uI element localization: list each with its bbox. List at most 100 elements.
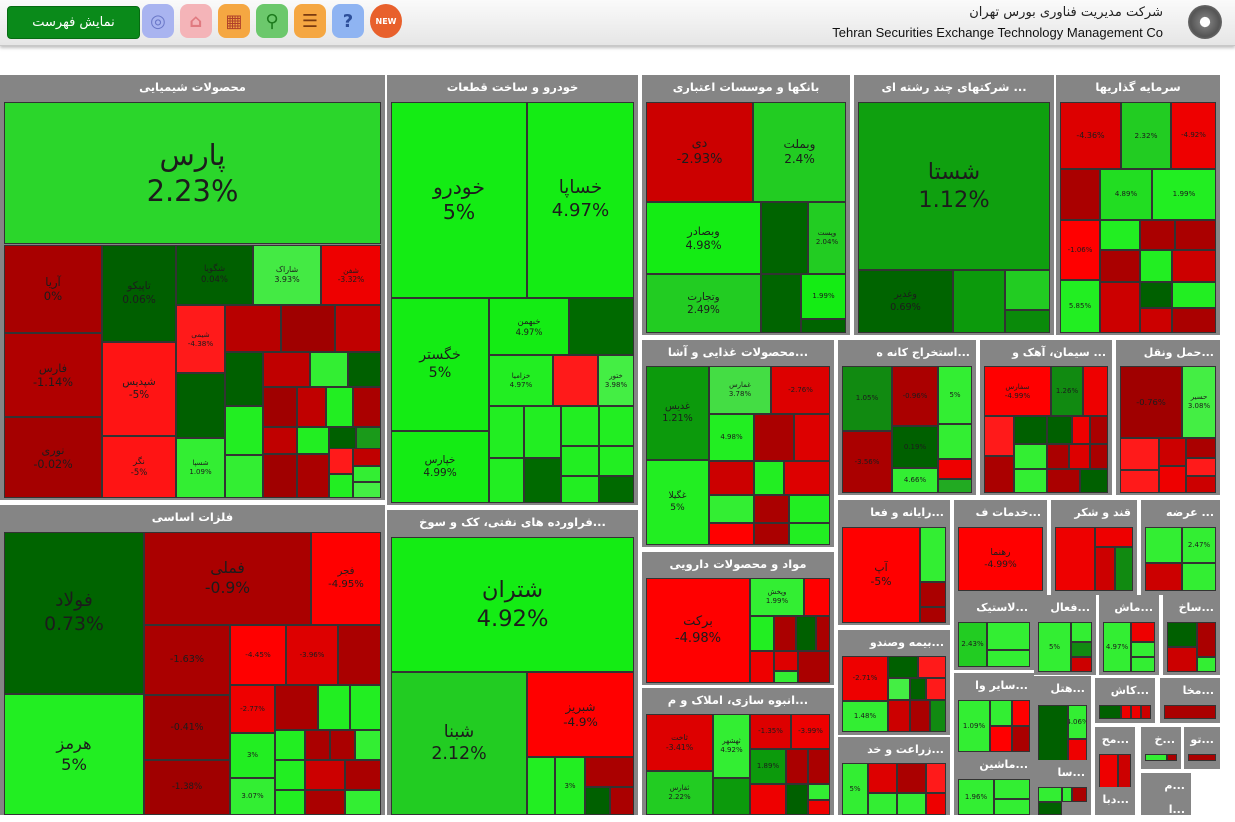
stock-tile[interactable] — [1172, 308, 1216, 333]
sector-block[interactable]: ... شرکتهای چند رشته ای شستا 1.12% وغدیر 0.6… — [854, 75, 1054, 335]
stock-tile[interactable]: خزامیا 4.97% — [489, 355, 553, 406]
stock-tile[interactable] — [1118, 754, 1131, 789]
stock-tile[interactable] — [599, 406, 634, 446]
sector-title[interactable]: ...رایانه و فعا — [870, 506, 944, 519]
stock-tile[interactable] — [585, 787, 610, 815]
stock-tile[interactable] — [1182, 563, 1216, 591]
stock-tile[interactable]: 0.19% — [892, 426, 938, 468]
stock-tile[interactable] — [953, 270, 1005, 333]
stock-tile[interactable] — [275, 790, 305, 815]
stock-tile[interactable] — [524, 458, 561, 503]
stock-tile[interactable] — [994, 779, 1030, 799]
sector-block[interactable]: فلزات اساسی فولاد 0.73% هرمز 5% فملی -0.9% فجر -… — [0, 505, 385, 815]
sector-block[interactable]: ... سیمان، آهک و سفارس -4.99% 1.26% — [980, 340, 1112, 495]
stock-tile[interactable]: شیمی -4.38% — [176, 305, 225, 373]
stock-tile[interactable] — [275, 760, 305, 790]
stock-tile[interactable] — [275, 730, 305, 760]
stock-tile[interactable] — [225, 305, 281, 352]
stock-tile[interactable] — [1140, 250, 1172, 282]
sector-title[interactable]: ...تو — [1190, 733, 1214, 746]
stock-tile[interactable] — [348, 352, 381, 387]
stock-tile[interactable] — [610, 787, 634, 815]
stock-tile[interactable]: 1.26% — [1051, 366, 1083, 416]
stock-tile[interactable] — [345, 760, 381, 790]
stock-tile[interactable] — [330, 730, 355, 760]
stock-tile[interactable] — [1186, 476, 1216, 493]
stock-tile[interactable]: وغدیر 0.69% — [858, 270, 953, 333]
stock-tile[interactable] — [527, 757, 555, 815]
stock-tile[interactable] — [774, 671, 798, 683]
stock-tile[interactable] — [920, 582, 946, 607]
stock-tile[interactable] — [1131, 642, 1155, 657]
stock-tile[interactable] — [984, 456, 1014, 493]
sector-block[interactable]: ...لاستیک 2.43% — [954, 595, 1034, 670]
stock-tile[interactable]: برکت -4.98% — [646, 578, 750, 683]
stock-tile[interactable]: 2.32% — [1121, 102, 1171, 169]
sector-block[interactable]: ...خ — [1141, 727, 1181, 769]
stock-tile[interactable] — [1131, 657, 1155, 672]
stock-tile[interactable] — [335, 305, 381, 352]
stock-tile[interactable] — [868, 793, 897, 815]
stock-tile[interactable] — [489, 406, 524, 458]
stock-tile[interactable] — [1140, 220, 1175, 250]
sector-title[interactable]: ...سا — [1057, 766, 1085, 779]
stock-tile[interactable] — [225, 406, 263, 455]
stock-tile[interactable] — [1012, 726, 1030, 752]
sector-block[interactable]: ...ماش 4.97% — [1099, 595, 1159, 675]
stock-tile[interactable] — [926, 763, 946, 793]
stock-tile[interactable] — [1100, 282, 1140, 333]
sector-block[interactable]: ...سا — [1034, 760, 1091, 815]
stock-tile[interactable]: هرمز 5% — [4, 694, 144, 815]
sector-title[interactable]: ...سایر وا — [975, 679, 1028, 692]
stock-tile[interactable]: -2.77% — [230, 685, 275, 733]
stock-tile[interactable] — [297, 427, 329, 454]
stock-tile[interactable] — [918, 656, 946, 678]
stock-tile[interactable]: 1.05% — [842, 366, 892, 431]
stock-tile[interactable] — [1100, 220, 1140, 250]
stock-tile[interactable]: -4.45% — [230, 625, 286, 685]
stock-tile[interactable]: شپدیس -5% — [102, 342, 176, 436]
sector-title[interactable]: مواد و محصولات دارویی — [669, 557, 807, 571]
stock-tile[interactable] — [524, 406, 561, 458]
stock-tile[interactable] — [987, 622, 1030, 650]
sector-block[interactable]: ...ماشین 1.96% — [954, 752, 1034, 815]
sector-block[interactable]: خودرو و ساخت قطعات خودرو 5% خساپا 4.97% خگستر… — [387, 75, 638, 505]
stock-tile[interactable] — [353, 482, 381, 498]
table-icon[interactable]: ▦ — [218, 4, 250, 38]
stock-tile[interactable] — [585, 757, 634, 787]
sector-block[interactable]: ...حمل ونقل -0.76% حسیر 3.08% — [1116, 340, 1220, 495]
sector-title[interactable]: ...لاستیک — [976, 601, 1028, 614]
stock-tile[interactable] — [754, 495, 789, 523]
stock-tile[interactable]: خساپا 4.97% — [527, 102, 634, 298]
stock-tile[interactable]: -1.35% — [750, 714, 791, 749]
stock-tile[interactable] — [987, 650, 1030, 667]
stock-tile[interactable]: 2.43% — [958, 622, 987, 667]
stock-tile[interactable] — [1172, 250, 1216, 282]
sector-block[interactable]: محصولات شیمیایی پارس 2.23% آریا 0% فارس -1.14%… — [0, 75, 385, 500]
stock-tile[interactable] — [990, 700, 1012, 726]
stock-tile[interactable]: ثفارس 2.22% — [646, 771, 713, 815]
stock-tile[interactable] — [599, 476, 634, 503]
stock-tile[interactable]: خپارس 4.99% — [391, 431, 489, 503]
stock-tile[interactable] — [784, 461, 830, 495]
stock-tile[interactable] — [1164, 705, 1216, 719]
sector-block[interactable]: مواد و محصولات دارویی برکت -4.98% وپخش 1.99% — [642, 552, 834, 685]
stock-tile[interactable] — [750, 651, 774, 683]
stock-tile[interactable]: نوری -0.02% — [4, 417, 102, 498]
stock-tile[interactable] — [1062, 787, 1072, 802]
stock-tile[interactable] — [1145, 754, 1167, 761]
stock-tile[interactable] — [754, 414, 794, 461]
stock-tile[interactable] — [1083, 366, 1108, 416]
stock-tile[interactable]: شگویا 0.04% — [176, 245, 253, 305]
stock-tile[interactable] — [310, 352, 348, 387]
sector-title[interactable]: سرمایه گذاریها — [1095, 80, 1181, 94]
stock-tile[interactable]: شسپا 1.09% — [176, 438, 225, 498]
stock-tile[interactable] — [345, 790, 381, 815]
sector-block[interactable]: ...سایر وا 1.09% — [954, 673, 1034, 755]
stock-tile[interactable] — [990, 726, 1012, 752]
stock-tile[interactable] — [561, 446, 599, 476]
sector-block[interactable]: ...دبا — [1095, 787, 1135, 815]
stock-tile[interactable]: 3.07% — [230, 778, 275, 815]
stock-tile[interactable] — [868, 763, 897, 793]
sector-block[interactable]: ...استخراج کانه ه 1.05% -0.96% 5% -3.56% 0.19… — [838, 340, 976, 495]
